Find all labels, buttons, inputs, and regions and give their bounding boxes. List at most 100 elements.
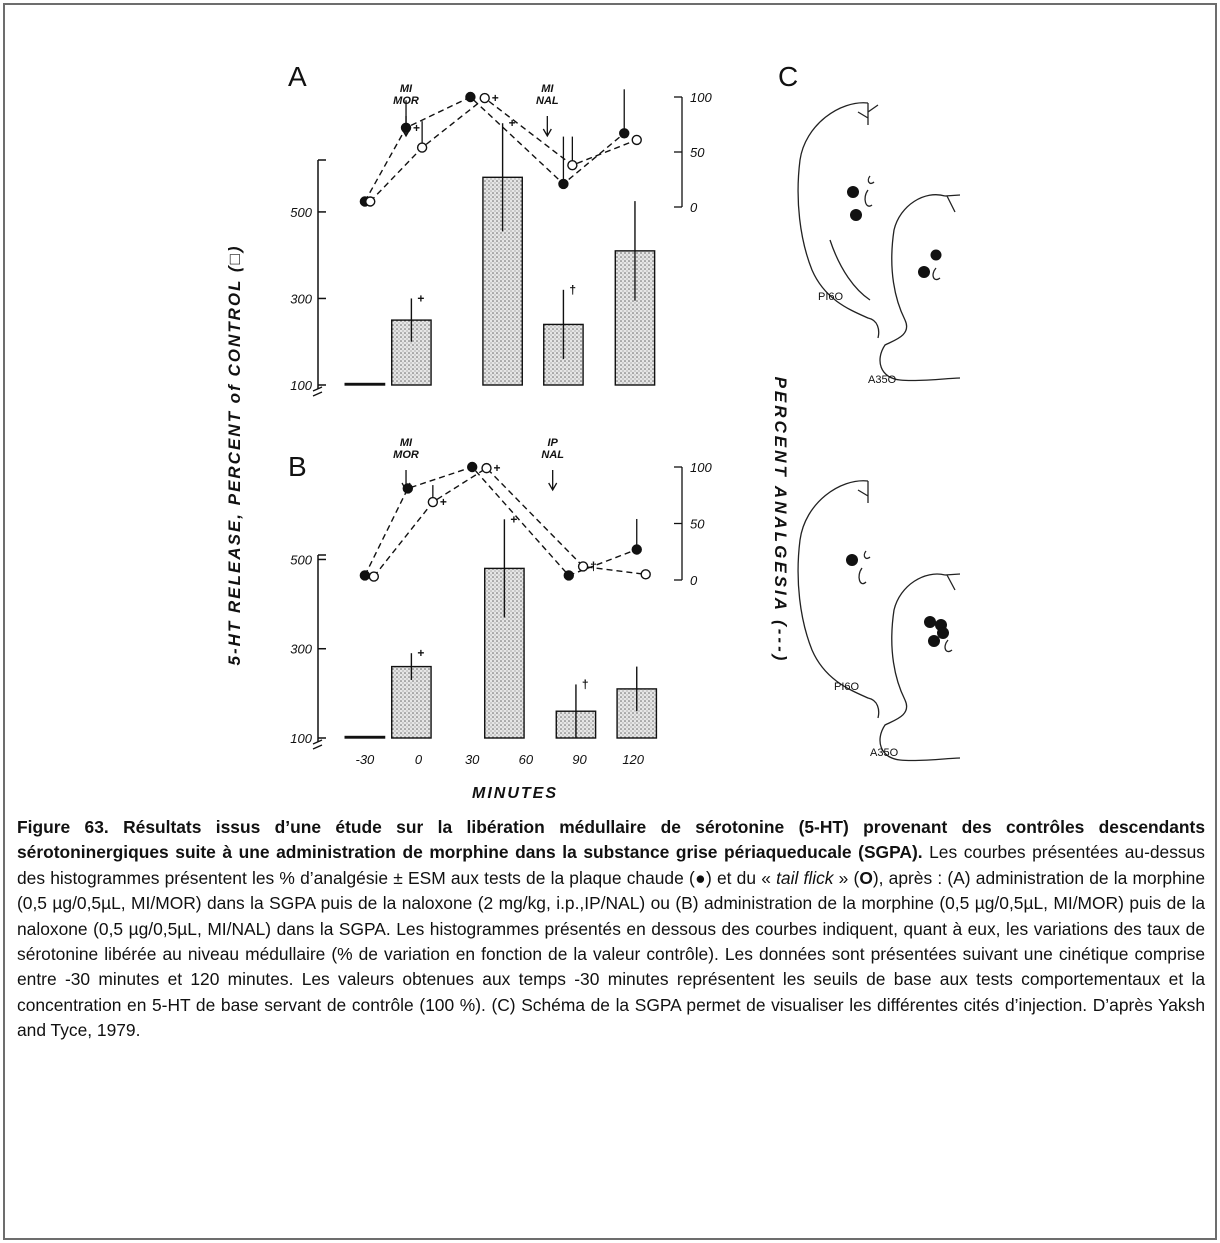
data-point	[416, 142, 428, 153]
annotation: MOR	[393, 449, 419, 461]
data-point	[479, 92, 490, 104]
significance-marker: +	[417, 291, 424, 305]
data-point	[365, 196, 376, 207]
caption: Figure 63. Résultats issus d’une étude s…	[17, 815, 1205, 1044]
data-point	[465, 91, 476, 103]
x-tick-label: 120	[622, 752, 644, 767]
data-point	[619, 128, 630, 139]
section-outline	[829, 239, 871, 301]
injection-site	[937, 627, 949, 639]
section-outline	[879, 573, 961, 762]
annotation: MI	[400, 437, 413, 449]
x-tick-label: 60	[519, 752, 534, 767]
y-tick-label: 300	[290, 291, 312, 306]
analgesia-curve	[373, 467, 646, 578]
significance-marker: +	[510, 512, 517, 526]
annotation: NAL	[541, 449, 564, 461]
caption-run: » (	[833, 867, 860, 888]
section-outline	[864, 175, 875, 207]
annotation: MOR	[393, 95, 419, 107]
section-outline	[857, 103, 879, 125]
caption-run: tail flick	[776, 867, 834, 888]
caption-run: Les courbes présentées au-dessus des his…	[17, 842, 1205, 888]
significance-marker: +	[509, 116, 516, 130]
x-tick-label: 30	[465, 752, 480, 767]
annotation: IP	[547, 437, 558, 449]
axis-break	[312, 386, 323, 397]
section-outline	[857, 481, 869, 503]
significance-marker: †	[590, 559, 597, 573]
injection-site	[846, 554, 858, 566]
data-point	[631, 544, 642, 555]
brain-sections	[797, 102, 961, 762]
caption-run: Figure 63. Résultats issus d’une étude s…	[17, 817, 1205, 863]
section-outline	[797, 102, 880, 339]
y2-tick-label: 100	[690, 90, 712, 105]
y-tick-label: 500	[290, 552, 312, 567]
annotation: NAL	[536, 95, 559, 107]
y2-tick-label: 50	[690, 517, 705, 532]
injection-site	[918, 266, 930, 278]
data-point	[631, 134, 642, 146]
frame	[3, 3, 1217, 1240]
section-outline	[932, 194, 961, 281]
caption-run: O	[859, 867, 873, 888]
significance-marker: +	[413, 121, 420, 135]
bar	[344, 382, 386, 386]
y2-tick-label: 0	[690, 573, 698, 588]
y2-axis-label: PERCENT ANALGESIA (---)	[771, 377, 790, 664]
section-label: PI6O	[834, 681, 860, 693]
x-tick-label: 90	[572, 752, 587, 767]
axis-break	[312, 739, 323, 750]
data-point	[640, 569, 651, 580]
annotation-arrow	[548, 470, 558, 492]
caption-run: ●	[694, 867, 706, 888]
annotation-arrow	[401, 116, 411, 138]
y-tick-label: 500	[290, 205, 312, 220]
panel-letter: C	[778, 61, 798, 92]
annotation-arrow	[401, 470, 411, 492]
section-label: PI6O	[818, 291, 844, 303]
caption-run: ), après : (A) administration de la morp…	[17, 867, 1205, 1041]
y2-tick-label: 50	[690, 145, 705, 160]
y-tick-label: 100	[290, 378, 312, 393]
bar	[344, 735, 386, 739]
y2-tick-label: 0	[690, 200, 698, 215]
significance-marker: +	[440, 495, 447, 509]
data-point	[567, 159, 578, 171]
data-point	[368, 571, 380, 582]
section-outline	[858, 550, 871, 585]
y2-tick-label: 100	[690, 460, 712, 475]
panel-letter: A	[288, 61, 307, 92]
section-outline	[944, 573, 961, 653]
figure: 5-HT RELEASE, PERCENT of CONTROL (□) PER…	[225, 61, 961, 802]
injection-site	[928, 635, 940, 647]
panel: B 100 300 500 0 50 100 -30 0 30 60 90 120 MINUTES + + † +…	[288, 437, 712, 802]
significance-marker: +	[494, 461, 501, 475]
injection-site	[924, 616, 936, 628]
significance-marker: †	[569, 283, 576, 297]
data-point	[563, 570, 574, 581]
injection-site	[850, 209, 862, 221]
x-tick-label: -30	[355, 752, 375, 767]
annotation: MI	[400, 83, 413, 95]
section-label: A35O	[868, 374, 897, 386]
x-tick-label: 0	[415, 752, 423, 767]
injection-sites	[846, 186, 949, 647]
injection-site	[930, 249, 942, 261]
caption-run: ) et du «	[706, 867, 777, 888]
data-point	[481, 462, 492, 474]
panel-letter: B	[288, 451, 307, 482]
data-point	[467, 461, 478, 473]
annotation: MI	[541, 83, 554, 95]
section-outline	[879, 194, 961, 382]
y-tick-label: 100	[290, 731, 312, 746]
data-point	[577, 561, 589, 572]
injection-site	[847, 186, 859, 198]
annotation-arrow	[542, 116, 552, 138]
significance-marker: +	[417, 646, 424, 660]
data-point	[558, 178, 569, 190]
y-axis-label: 5-HT RELEASE, PERCENT of CONTROL (□)	[225, 244, 244, 665]
